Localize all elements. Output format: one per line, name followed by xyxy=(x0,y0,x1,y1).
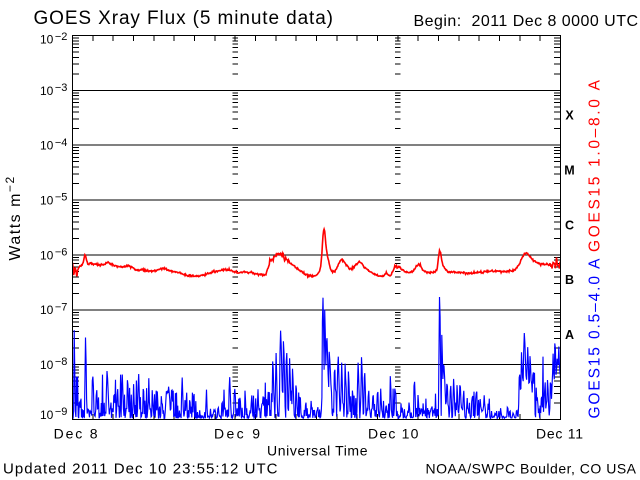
svg-text:Dec 9: Dec 9 xyxy=(214,426,260,442)
svg-text:A: A xyxy=(565,328,574,342)
svg-text:Updated 2011 Dec 10 23:55:12 U: Updated 2011 Dec 10 23:55:12 UTC xyxy=(3,461,278,478)
svg-text:Dec 10: Dec 10 xyxy=(368,426,419,442)
svg-text:NOAA/SWPC Boulder, CO USA: NOAA/SWPC Boulder, CO USA xyxy=(426,461,637,477)
svg-text:Watts m−2: Watts m−2 xyxy=(3,175,24,260)
svg-text:M: M xyxy=(564,163,574,177)
svg-text:Dec 8: Dec 8 xyxy=(54,426,98,442)
svg-text:C: C xyxy=(565,218,574,232)
svg-text:Begin: 2011 Dec 8 0000 UTC: Begin: 2011 Dec 8 0000 UTC xyxy=(414,13,639,30)
svg-text:GOES Xray Flux (5 minute data): GOES Xray Flux (5 minute data) xyxy=(34,8,334,29)
svg-text:GOES15 0.5–4.0 A: GOES15 0.5–4.0 A xyxy=(587,258,604,419)
svg-text:X: X xyxy=(565,109,574,123)
svg-text:B: B xyxy=(565,273,574,287)
svg-text:Universal Time: Universal Time xyxy=(267,443,368,459)
svg-text:GOES15 1.0–8.0 A: GOES15 1.0–8.0 A xyxy=(587,79,604,252)
svg-text:Dec 11: Dec 11 xyxy=(536,426,583,442)
